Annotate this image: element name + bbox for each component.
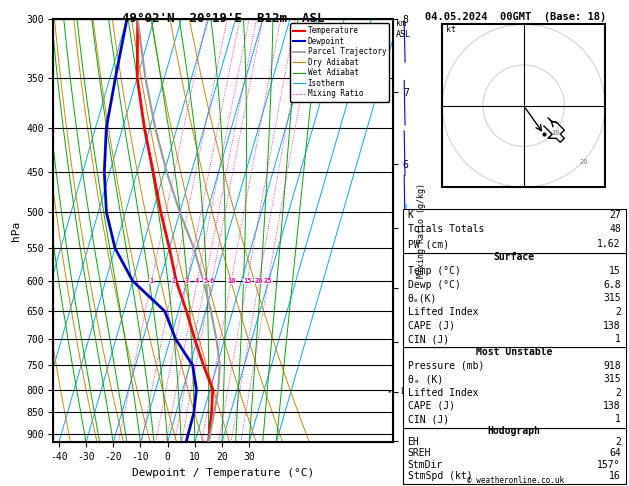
Y-axis label: hPa: hPa xyxy=(11,221,21,241)
Legend: Temperature, Dewpoint, Parcel Trajectory, Dry Adiabat, Wet Adiabat, Isotherm, Mi: Temperature, Dewpoint, Parcel Trajectory… xyxy=(290,23,389,102)
Text: 1: 1 xyxy=(150,278,153,284)
Text: 10: 10 xyxy=(552,130,560,136)
Text: Lifted Index: Lifted Index xyxy=(408,307,478,317)
Text: 49°02'N  20°19'E  B12m  ASL: 49°02'N 20°19'E B12m ASL xyxy=(122,12,325,25)
Text: 918: 918 xyxy=(603,361,621,371)
Text: km
ASL: km ASL xyxy=(396,19,411,39)
Text: Lifted Index: Lifted Index xyxy=(408,388,478,398)
Text: Surface: Surface xyxy=(494,252,535,262)
Text: 27: 27 xyxy=(609,210,621,220)
Text: 315: 315 xyxy=(603,374,621,384)
Text: 64: 64 xyxy=(609,449,621,458)
Text: PW (cm): PW (cm) xyxy=(408,239,448,249)
Text: Mixing Ratio (g/kg): Mixing Ratio (g/kg) xyxy=(417,183,426,278)
Text: 20: 20 xyxy=(255,278,263,284)
Text: 138: 138 xyxy=(603,321,621,330)
Text: Hodograph: Hodograph xyxy=(487,426,541,435)
Text: 6: 6 xyxy=(209,278,214,284)
Text: CAPE (J): CAPE (J) xyxy=(408,321,455,330)
Text: LCL: LCL xyxy=(400,387,415,397)
Text: 25: 25 xyxy=(264,278,272,284)
Text: 3: 3 xyxy=(185,278,189,284)
Text: EH: EH xyxy=(408,437,420,447)
Text: 138: 138 xyxy=(603,401,621,411)
Text: CIN (J): CIN (J) xyxy=(408,334,448,344)
Text: 6.8: 6.8 xyxy=(603,280,621,290)
X-axis label: Dewpoint / Temperature (°C): Dewpoint / Temperature (°C) xyxy=(132,468,314,478)
Text: 16: 16 xyxy=(609,471,621,481)
Text: StmSpd (kt): StmSpd (kt) xyxy=(408,471,472,481)
Text: 15: 15 xyxy=(243,278,252,284)
Text: Temp (°C): Temp (°C) xyxy=(408,266,460,277)
Text: SREH: SREH xyxy=(408,449,431,458)
Text: CIN (J): CIN (J) xyxy=(408,415,448,424)
Text: 315: 315 xyxy=(603,294,621,303)
Text: K: K xyxy=(408,210,413,220)
Text: Dewp (°C): Dewp (°C) xyxy=(408,280,460,290)
Text: θₑ(K): θₑ(K) xyxy=(408,294,437,303)
Text: 1: 1 xyxy=(615,415,621,424)
Text: 15: 15 xyxy=(609,266,621,277)
Text: 1: 1 xyxy=(615,334,621,344)
Text: θₑ (K): θₑ (K) xyxy=(408,374,443,384)
Text: 2: 2 xyxy=(615,437,621,447)
Text: 157°: 157° xyxy=(598,460,621,469)
Text: © weatheronline.co.uk: © weatheronline.co.uk xyxy=(467,476,564,485)
Text: StmDir: StmDir xyxy=(408,460,443,469)
Text: 4: 4 xyxy=(195,278,199,284)
Text: CAPE (J): CAPE (J) xyxy=(408,401,455,411)
Text: Pressure (mb): Pressure (mb) xyxy=(408,361,484,371)
Text: 48: 48 xyxy=(609,225,621,235)
Text: 10: 10 xyxy=(227,278,235,284)
Text: 2: 2 xyxy=(172,278,175,284)
Text: 20: 20 xyxy=(579,159,587,165)
Text: 2: 2 xyxy=(615,307,621,317)
Text: Most Unstable: Most Unstable xyxy=(476,347,552,357)
Text: 5: 5 xyxy=(203,278,208,284)
Text: 1.62: 1.62 xyxy=(598,239,621,249)
Text: Totals Totals: Totals Totals xyxy=(408,225,484,235)
Text: 2: 2 xyxy=(615,388,621,398)
Text: 04.05.2024  00GMT  (Base: 18): 04.05.2024 00GMT (Base: 18) xyxy=(425,12,606,22)
Text: kt: kt xyxy=(447,25,456,35)
